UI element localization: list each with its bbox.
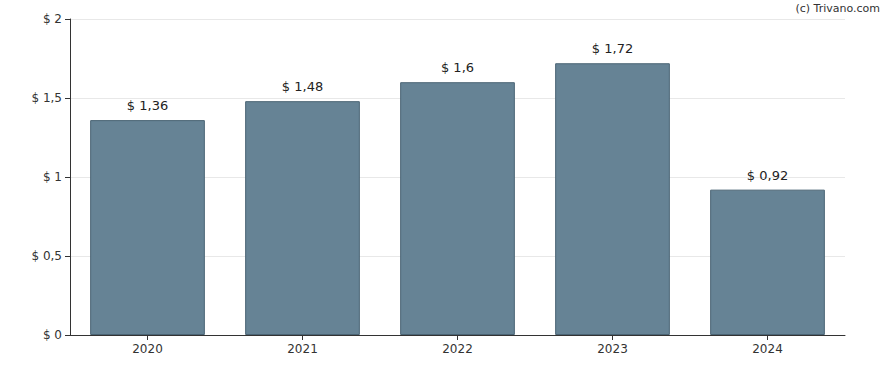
svg-text:$ 1,6: $ 1,6 (441, 60, 474, 75)
svg-text:$ 1,72: $ 1,72 (592, 41, 633, 56)
svg-text:(c) Trivano.com: (c) Trivano.com (795, 2, 880, 15)
svg-text:$ 1,5: $ 1,5 (31, 91, 62, 105)
svg-text:$ 0,5: $ 0,5 (31, 249, 62, 263)
svg-text:2021: 2021 (287, 342, 318, 356)
svg-text:2024: 2024 (752, 342, 783, 356)
svg-text:$ 0: $ 0 (43, 328, 62, 342)
svg-text:$ 1,36: $ 1,36 (127, 98, 168, 113)
svg-text:2020: 2020 (132, 342, 163, 356)
svg-text:$ 1: $ 1 (43, 170, 62, 184)
svg-text:$ 1,48: $ 1,48 (282, 79, 323, 94)
svg-text:$ 2: $ 2 (43, 12, 62, 26)
svg-text:2022: 2022 (442, 342, 473, 356)
svg-text:$ 0,92: $ 0,92 (747, 168, 788, 183)
svg-text:2023: 2023 (597, 342, 628, 356)
